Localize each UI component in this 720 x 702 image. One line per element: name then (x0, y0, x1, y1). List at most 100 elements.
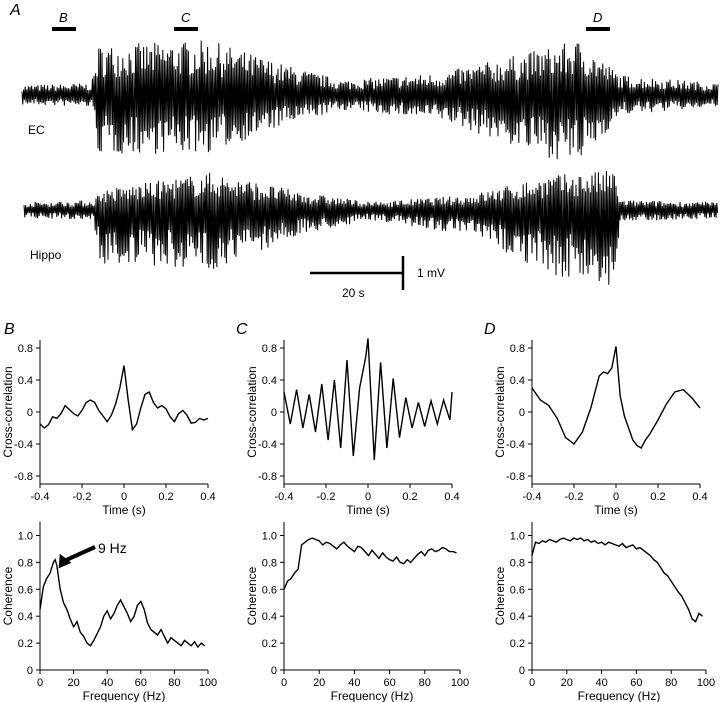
y-tick-label: 0.4 (510, 375, 525, 387)
x-tick-label: 0 (529, 677, 535, 689)
ec-trace (21, 40, 719, 160)
x-tick-label: 0 (365, 491, 371, 503)
y-tick-label: 0 (27, 407, 33, 419)
x-tick-label: 0 (613, 491, 619, 503)
x-tick-label: -0.4 (31, 491, 50, 503)
chart-b-coherence: 0 20 40 60 80 100 0 0.2 0.4 0.6 0.8 1.0 Frequency (H… (1, 522, 217, 702)
hippo-channel-label: Hippo (30, 248, 62, 262)
y-axis-title: Cross-correlation (245, 366, 259, 457)
series-line (531, 346, 701, 449)
x-axis-title: Frequency (Hz) (331, 689, 414, 702)
panel-label-d: D (484, 321, 496, 338)
y-tick-label: 0 (519, 407, 525, 419)
peak-annotation: 9 Hz (58, 540, 127, 569)
scale-bar: 20 s 1 mV (310, 256, 445, 300)
y-tick-label: 1.0 (262, 530, 277, 542)
x-tick-label: 40 (101, 677, 113, 689)
x-tick-label: 60 (135, 677, 147, 689)
x-tick-label: 60 (383, 677, 395, 689)
y-tick-label: 0.8 (510, 557, 525, 569)
x-tick-label: 0.2 (402, 491, 417, 503)
x-tick-label: 100 (697, 677, 715, 689)
series-line (283, 338, 453, 461)
y-tick-label: -0.8 (258, 471, 277, 483)
x-tick-label: 0 (37, 677, 43, 689)
x-tick-label: 100 (451, 677, 469, 689)
ec-channel-label: EC (28, 123, 45, 137)
y-tick-label: 0.8 (510, 343, 525, 355)
x-tick-label: 0.4 (444, 491, 459, 503)
y-tick-label: 1.0 (18, 530, 33, 542)
y-tick-label: 0.4 (510, 611, 525, 623)
y-tick-label: 0.2 (18, 638, 33, 650)
y-axis-title: Cross-correlation (1, 366, 15, 457)
y-tick-label: -0.8 (506, 471, 525, 483)
y-tick-label: 0.8 (262, 343, 277, 355)
epoch-marker-b-label: B (59, 10, 68, 25)
chart-c-coherence: 0 20 40 60 80 100 0 0.2 0.4 0.6 0.8 1.0 Frequency (H… (245, 522, 469, 702)
x-tick-label: 0.2 (158, 491, 173, 503)
x-tick-label: 40 (348, 677, 360, 689)
chart-d-coherence: 0 20 40 60 80 100 0 0.2 0.4 0.6 0.8 1.0 Frequency (H… (493, 522, 715, 702)
x-tick-label: 0 (121, 491, 127, 503)
y-tick-label: 0.6 (262, 584, 277, 596)
y-tick-label: 0.4 (18, 611, 33, 623)
x-tick-label: -0.2 (317, 491, 336, 503)
x-tick-label: 0 (281, 677, 287, 689)
x-tick-label: -0.4 (275, 491, 294, 503)
x-tick-label: 0.4 (200, 491, 215, 503)
panel-label-b: B (4, 321, 15, 338)
y-tick-label: 1.0 (510, 530, 525, 542)
y-tick-label: 0.4 (18, 375, 33, 387)
x-axis-title: Frequency (Hz) (83, 689, 166, 702)
series-line (39, 365, 209, 432)
x-axis-title: Time (s) (346, 503, 390, 517)
epoch-marker-c-label: C (181, 10, 191, 25)
y-axis-title: Coherence (493, 566, 507, 625)
scale-bar-amplitude-label: 1 mV (417, 266, 445, 280)
y-tick-label: -0.8 (14, 471, 33, 483)
chart-d-cross-correlation: -0.4 -0.2 0 0.2 0.4 -0.8 -0.4 0 0.4 0.8 Time (s) Cr… (493, 340, 708, 517)
y-tick-label: 0.6 (510, 584, 525, 596)
scale-bar-time-label: 20 s (342, 286, 365, 300)
x-tick-label: 0.2 (650, 491, 665, 503)
panel-label-c: C (236, 321, 248, 338)
series-line (283, 537, 457, 590)
y-tick-label: -0.4 (14, 439, 33, 451)
y-tick-label: 0.4 (262, 611, 277, 623)
x-tick-label: 60 (630, 677, 642, 689)
x-axis-title: Time (s) (102, 503, 146, 517)
peak-annotation-arrow-head (58, 553, 72, 569)
x-tick-label: 40 (595, 677, 607, 689)
peak-annotation-label: 9 Hz (98, 540, 127, 556)
y-tick-label: 0.6 (18, 584, 33, 596)
x-tick-label: -0.4 (523, 491, 542, 503)
y-tick-label: 0 (271, 407, 277, 419)
x-tick-label: 80 (665, 677, 677, 689)
y-tick-label: 0.8 (18, 343, 33, 355)
x-axis-title: Frequency (Hz) (578, 689, 661, 702)
y-axis-title: Cross-correlation (493, 366, 507, 457)
chart-b-cross-correlation: -0.4 -0.2 0 0.2 0.4 -0.8 -0.4 0 0.4 0.8 Time (s) Cr… (1, 340, 216, 517)
hippo-trace (23, 171, 719, 285)
y-tick-label: 0.2 (262, 638, 277, 650)
epoch-marker-d: D (586, 10, 610, 31)
x-tick-label: 100 (199, 677, 217, 689)
x-axis-title: Time (s) (594, 503, 638, 517)
x-tick-label: 80 (419, 677, 431, 689)
epoch-marker-b: B (52, 10, 76, 31)
y-tick-label: -0.4 (258, 439, 277, 451)
y-tick-label: -0.4 (506, 439, 525, 451)
chart-c-cross-correlation: -0.4 -0.2 0 0.2 0.4 -0.8 -0.4 0 0.4 0.8 Time (s) Cr… (245, 338, 460, 517)
y-tick-label: 0.8 (262, 557, 277, 569)
y-axis-title: Coherence (1, 566, 15, 625)
y-tick-label: 0.4 (262, 375, 277, 387)
series-line (531, 537, 703, 623)
x-tick-label: 20 (561, 677, 573, 689)
panel-label-a: A (9, 2, 21, 19)
y-tick-label: 0 (271, 665, 277, 677)
y-tick-label: 0 (519, 665, 525, 677)
x-tick-label: -0.2 (565, 491, 584, 503)
x-tick-label: -0.2 (73, 491, 92, 503)
